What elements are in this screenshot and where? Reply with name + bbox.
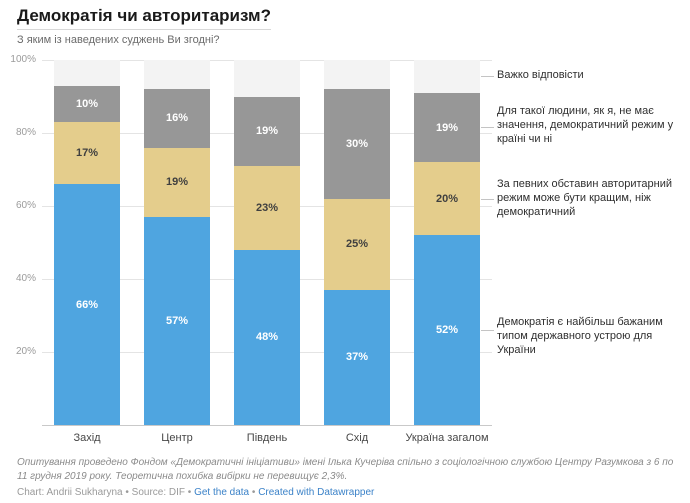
segment-value-label: 10% — [75, 97, 99, 110]
annotation-connector-line — [481, 330, 494, 331]
x-axis-label: Захід — [73, 432, 101, 444]
bar-column: 57% 19% 16% — [144, 60, 210, 425]
segment-value-label: 66% — [75, 298, 99, 311]
y-axis-label: 60% — [15, 200, 36, 211]
bar-segment[interactable]: 48% — [234, 249, 300, 425]
bar-segment[interactable]: 20% — [414, 162, 480, 236]
segment-value-label: 17% — [75, 147, 99, 160]
bar-segment[interactable]: 30% — [324, 89, 390, 199]
segment-value-label: 19% — [255, 125, 279, 138]
annotation-connector-line — [481, 199, 494, 200]
segment-value-label: 48% — [255, 331, 279, 344]
methodology-note: Опитування проведено Фондом «Демократичн… — [17, 457, 674, 482]
chart-title: Демократія чи авторитаризм? — [17, 6, 271, 30]
y-axis-label: 40% — [15, 273, 36, 284]
bar-segment[interactable] — [54, 60, 120, 86]
bar-column: 52% 20% 19% — [414, 60, 480, 425]
y-axis-label: 20% — [15, 346, 36, 357]
annotation-hard-to-answer: Важко відповісти — [497, 69, 584, 81]
annotation-connector-line — [481, 127, 494, 128]
footer-credit: Chart: Andrii Sukharyna • Source: DIF • … — [17, 487, 677, 498]
bar-segment[interactable] — [414, 60, 480, 93]
plot-area: 20% 40% 60% 80% 100% 66% 17% 10% Захід 57% 19% 16% Ц… — [10, 54, 492, 444]
annotation-doesnt-matter: Для такої людини, як я, не має значення,… — [497, 105, 674, 145]
credit-byline: Chart: Andrii Sukharyna • Source: DIF • — [17, 487, 195, 498]
segment-value-label: 25% — [345, 238, 369, 251]
y-axis-label: 80% — [15, 127, 36, 138]
y-axis-label: 100% — [10, 54, 36, 65]
segment-value-label: 37% — [345, 351, 369, 364]
bar-segment[interactable]: 17% — [54, 122, 120, 185]
segment-value-label: 19% — [435, 121, 459, 134]
x-axis-label: Центр — [161, 432, 193, 444]
segment-value-label: 20% — [435, 192, 459, 205]
bar-column: 48% 23% 19% — [234, 60, 300, 425]
bar-segment[interactable]: 10% — [54, 85, 120, 123]
segment-value-label: 19% — [165, 176, 189, 189]
bar-segment[interactable]: 57% — [144, 216, 210, 425]
segment-value-label: 30% — [345, 137, 369, 150]
x-axis-line — [42, 425, 492, 426]
x-axis-label: Україна загалом — [405, 432, 489, 444]
chart-title-text: Демократія чи авторитаризм? — [17, 6, 271, 30]
bar-segment[interactable] — [234, 60, 300, 97]
segment-value-label: 52% — [435, 324, 459, 337]
bar-column: 37% 25% 30% — [324, 60, 390, 425]
bar-segment[interactable]: 23% — [234, 165, 300, 250]
annotation-democracy-preferred: Демократія є найбільш бажаним типом держ… — [497, 316, 663, 356]
x-axis-label: Схід — [345, 432, 369, 444]
bar-segment[interactable]: 66% — [54, 184, 120, 425]
bar-segment[interactable]: 52% — [414, 235, 480, 425]
bar-segment[interactable]: 37% — [324, 289, 390, 425]
annotation-connector-line — [481, 76, 494, 77]
x-axis-label: Південь — [246, 432, 288, 444]
bar-segment[interactable]: 19% — [234, 96, 300, 166]
bar-column: 66% 17% 10% — [54, 60, 120, 425]
get-the-data-link[interactable]: Get the data — [194, 487, 250, 498]
bar-segment[interactable] — [324, 60, 390, 90]
bar-segment[interactable]: 19% — [144, 147, 210, 217]
bar-segment[interactable]: 25% — [324, 198, 390, 290]
segment-value-label: 16% — [165, 112, 189, 125]
created-with-datawrapper-link[interactable]: Created with Datawrapper — [258, 487, 375, 498]
bar-segment[interactable]: 19% — [414, 92, 480, 163]
annotation-authoritarian-better: За певних обставин авторитарний режим мо… — [497, 178, 672, 218]
bar-segment[interactable]: 16% — [144, 89, 210, 148]
segment-value-label: 57% — [165, 314, 189, 327]
segment-value-label: 23% — [255, 201, 279, 214]
bar-segment[interactable] — [144, 60, 210, 90]
credit-separator: • — [249, 487, 259, 498]
chart-subtitle: З яким із наведених суджень Ви згодні? — [17, 34, 220, 46]
